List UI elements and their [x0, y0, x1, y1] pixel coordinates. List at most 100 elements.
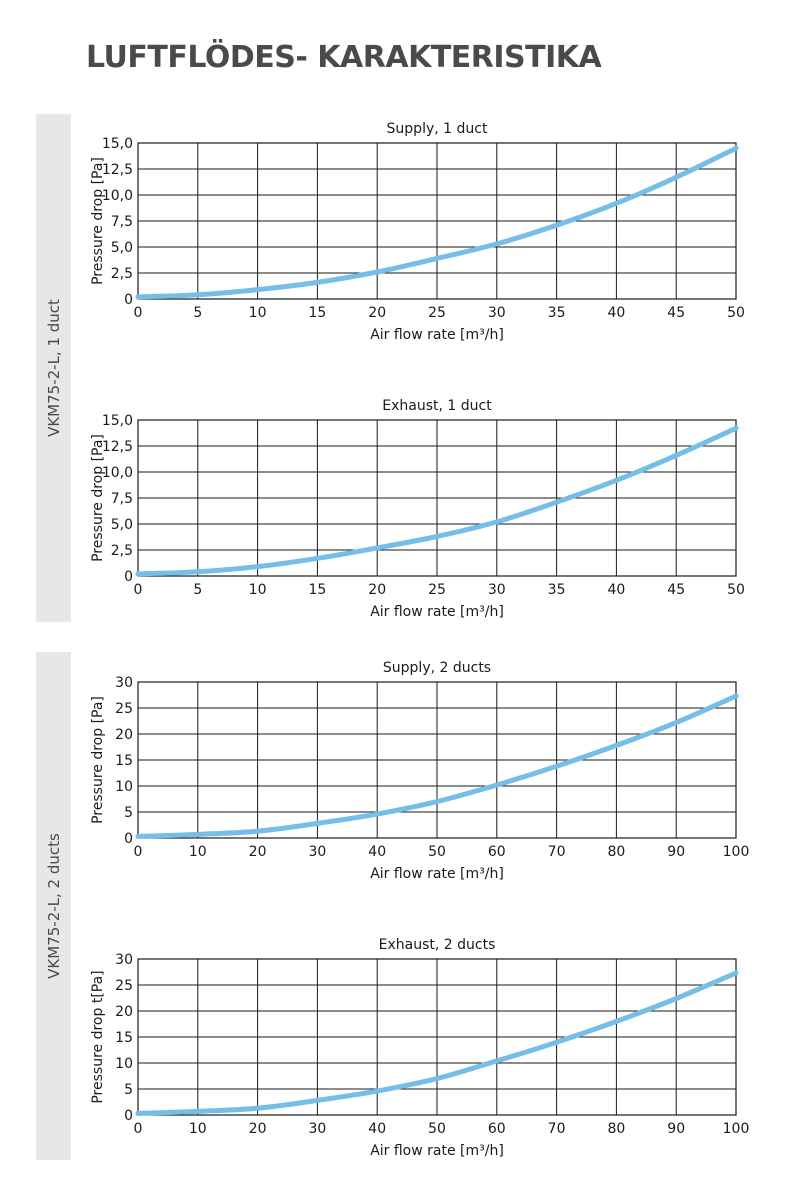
x-tick-label: 40	[368, 1121, 386, 1137]
data-point	[434, 534, 440, 539]
data-point	[733, 693, 739, 699]
y-tick-label: 7,5	[111, 491, 133, 507]
y-tick-label: 5,0	[111, 240, 133, 256]
x-tick-label: 20	[249, 844, 267, 860]
chart-title: Supply, 1 duct	[387, 121, 488, 137]
group-label-2-ducts: VKM75-2-L, 2 ducts	[44, 833, 63, 979]
y-tick-label: 15	[115, 753, 133, 769]
data-point	[613, 742, 619, 748]
data-point	[494, 1058, 500, 1064]
x-tick-label: 45	[667, 305, 685, 321]
y-tick-label: 2,5	[111, 543, 133, 559]
data-point	[434, 799, 440, 805]
x-tick-label: 50	[428, 1121, 446, 1137]
x-tick-label: 5	[193, 582, 202, 598]
x-tick-label: 15	[308, 305, 326, 321]
data-point	[613, 1018, 619, 1024]
x-tick-label: 20	[249, 1121, 267, 1137]
chart-title: Supply, 2 ducts	[383, 660, 491, 676]
y-tick-label: 10,0	[102, 188, 133, 204]
data-point	[195, 569, 201, 575]
data-point	[195, 831, 201, 837]
data-point	[135, 294, 141, 300]
data-point	[554, 222, 560, 228]
x-tick-label: 10	[249, 305, 267, 321]
x-tick-label: 90	[667, 1121, 685, 1137]
x-tick-label: 10	[189, 844, 207, 860]
data-point	[554, 763, 560, 769]
data-point	[314, 1097, 320, 1103]
x-tick-label: 50	[727, 305, 745, 321]
chart-supply-1-duct: 0 5 10 15 20 25 30 35 40 45 50 0 2,5 5,0 7,5 10,0 12,5 15…	[90, 121, 745, 343]
data-point	[494, 241, 500, 247]
chart-exhaust-1-duct: 0 5 10 15 20 25 30 35 40 45 50 0 2,5 5,0 7,5 10,0 12,5 15…	[90, 398, 745, 620]
data-point	[613, 477, 619, 483]
data-point	[673, 720, 679, 726]
x-tick-label: 40	[368, 844, 386, 860]
data-point	[314, 555, 320, 561]
x-tick-label: 0	[134, 305, 143, 321]
data-point	[374, 811, 380, 817]
page-title: LUFTFLÖDES- KARAKTERISTIKA	[86, 40, 602, 75]
y-tick-label: 10	[115, 1056, 133, 1072]
y-tick-label: 12,5	[102, 162, 133, 178]
data-point	[374, 269, 380, 275]
data-point	[255, 564, 261, 570]
x-tick-label: 70	[548, 1121, 566, 1137]
y-tick-label: 20	[115, 1004, 133, 1020]
x-tick-label: 70	[548, 844, 566, 860]
x-tick-label: 0	[134, 844, 143, 860]
data-point	[494, 782, 500, 788]
data-point	[135, 571, 141, 577]
x-axis-label: Air flow rate [m³/h]	[370, 1143, 504, 1159]
x-tick-label: 60	[488, 1121, 506, 1137]
chart-title: Exhaust, 2 ducts	[379, 937, 496, 953]
y-tick-label: 0	[124, 569, 133, 585]
x-tick-label: 90	[667, 844, 685, 860]
y-tick-label: 15,0	[102, 136, 133, 152]
y-tick-label: 10,0	[102, 465, 133, 481]
x-tick-label: 0	[134, 1121, 143, 1137]
x-tick-label: 10	[249, 582, 267, 598]
y-axis-label: Pressure drop [Pa]	[90, 434, 106, 562]
x-axis-label: Air flow rate [m³/h]	[370, 604, 504, 620]
data-point	[255, 287, 261, 293]
data-point	[195, 292, 201, 298]
y-tick-label: 10	[115, 779, 133, 795]
data-point	[733, 145, 739, 151]
x-tick-label: 5	[193, 305, 202, 321]
x-tick-label: 30	[488, 305, 506, 321]
y-tick-label: 25	[115, 978, 133, 994]
x-tick-label: 10	[189, 1121, 207, 1137]
y-tick-label: 5	[124, 1082, 133, 1098]
y-tick-label: 30	[115, 675, 133, 691]
y-tick-label: 0	[124, 831, 133, 847]
data-point	[434, 255, 440, 261]
data-point	[135, 1110, 141, 1116]
chart-exhaust-2-ducts: 0 10 20 30 40 50 60 70 80 90 100 0 5 10 15 20 25 30 Exhaus…	[90, 937, 750, 1159]
x-tick-label: 0	[134, 582, 143, 598]
y-tick-label: 25	[115, 701, 133, 717]
y-tick-label: 2,5	[111, 266, 133, 282]
x-tick-label: 80	[607, 1121, 625, 1137]
y-tick-label: 5	[124, 805, 133, 821]
x-tick-label: 50	[727, 582, 745, 598]
data-point	[135, 833, 141, 839]
x-tick-label: 80	[607, 844, 625, 860]
x-tick-label: 30	[308, 844, 326, 860]
x-tick-label: 20	[368, 305, 386, 321]
chart-supply-2-ducts: 0 10 20 30 40 50 60 70 80 90 100 0 5 10 15 20 25 30 Supply…	[90, 660, 749, 882]
data-point	[314, 279, 320, 285]
data-point	[374, 545, 380, 551]
data-point	[733, 425, 739, 431]
x-tick-label: 40	[607, 305, 625, 321]
group-label-1-duct: VKM75-2-L, 1 duct	[44, 299, 63, 437]
y-tick-label: 0	[124, 1108, 133, 1124]
x-tick-label: 40	[607, 582, 625, 598]
x-tick-label: 25	[428, 582, 446, 598]
group-band-2-ducts: VKM75-2-L, 2 ducts	[36, 652, 71, 1160]
y-tick-label: 15,0	[102, 413, 133, 429]
data-point	[733, 970, 739, 976]
data-point	[374, 1088, 380, 1094]
x-tick-label: 100	[723, 1121, 750, 1137]
